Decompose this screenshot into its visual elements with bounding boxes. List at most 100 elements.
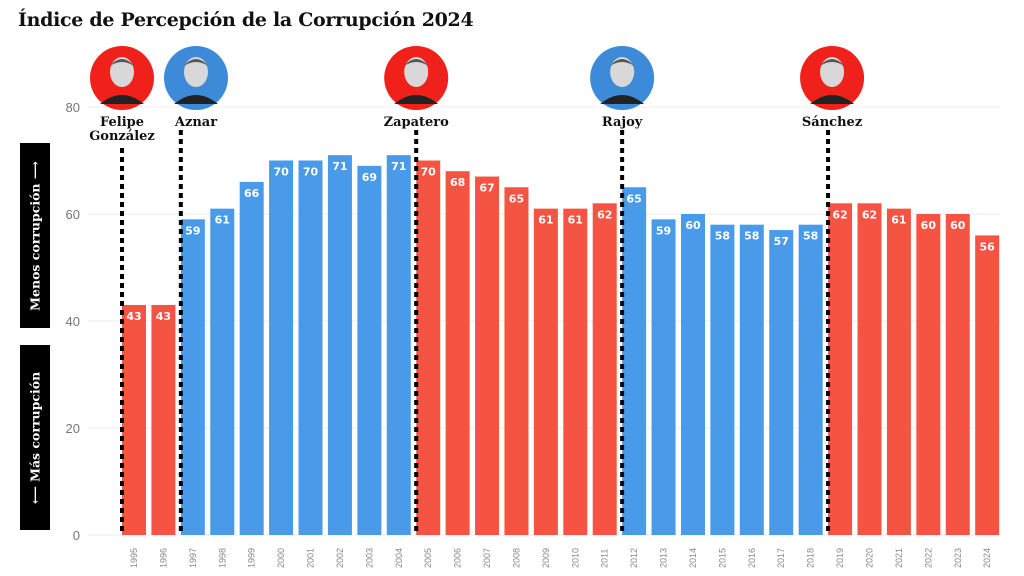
bar-2000 xyxy=(269,160,294,535)
data-label: 65 xyxy=(509,192,524,205)
data-label: 61 xyxy=(891,214,906,227)
y-tick-label: 40 xyxy=(66,314,80,329)
data-label: 61 xyxy=(215,214,230,227)
x-tick-label: 2019 xyxy=(835,548,845,568)
bar-2013 xyxy=(651,219,676,535)
data-label: 70 xyxy=(273,166,289,179)
shoulders-icon xyxy=(394,95,439,104)
x-tick-label: 1999 xyxy=(247,548,257,568)
bar-2002 xyxy=(327,155,352,535)
bar-2010 xyxy=(563,208,588,535)
data-label: 68 xyxy=(450,176,465,189)
bar-2009 xyxy=(533,208,558,535)
leader-name: Rajoy xyxy=(602,115,643,130)
data-label: 59 xyxy=(185,224,200,237)
bar-2004 xyxy=(386,155,411,535)
chart-title: Índice de Percepción de la Corrupción 20… xyxy=(18,9,474,31)
x-tick-label: 2003 xyxy=(364,548,374,568)
data-label: 43 xyxy=(126,310,141,323)
data-label: 56 xyxy=(980,240,996,253)
x-tick-label: 2000 xyxy=(276,548,286,568)
bar-2016 xyxy=(739,224,764,535)
x-tick-label: 2001 xyxy=(306,548,316,568)
x-tick-label: 1998 xyxy=(217,548,227,568)
x-tick-label: 2014 xyxy=(688,548,698,568)
x-tick-label: 2007 xyxy=(482,548,492,568)
data-label: 70 xyxy=(303,166,319,179)
x-tick-label: 2020 xyxy=(865,548,875,568)
face-icon xyxy=(820,57,845,87)
bar-2003 xyxy=(357,165,382,535)
data-label: 61 xyxy=(538,214,553,227)
y-tick-label: 60 xyxy=(66,207,80,222)
data-label: 69 xyxy=(362,171,377,184)
x-tick-label: 2016 xyxy=(747,548,757,568)
leader-name: Zapatero xyxy=(384,115,450,130)
bar-1997 xyxy=(180,219,205,535)
shoulders-icon xyxy=(100,95,144,104)
data-label: 62 xyxy=(597,208,612,221)
bar-2015 xyxy=(710,224,735,535)
x-tick-label: 2008 xyxy=(511,548,521,568)
bar-1999 xyxy=(239,181,264,535)
bar-2011 xyxy=(592,203,617,536)
leader-name: González xyxy=(89,129,155,144)
face-icon xyxy=(610,57,635,87)
data-label: 62 xyxy=(832,208,847,221)
x-tick-label: 2015 xyxy=(717,548,727,568)
shoulders-icon xyxy=(810,95,855,104)
hair-icon xyxy=(184,59,208,66)
hair-icon xyxy=(820,59,845,66)
data-label: 66 xyxy=(244,187,260,200)
data-label: 60 xyxy=(685,219,701,232)
x-tick-label: 2011 xyxy=(600,549,610,568)
y-tick-label: 80 xyxy=(66,100,80,115)
bar-2006 xyxy=(445,171,470,535)
shoulders-icon xyxy=(600,95,645,104)
x-tick-label: 2010 xyxy=(570,548,580,568)
leader-name: Felipe xyxy=(100,115,144,130)
data-label: 58 xyxy=(715,230,730,243)
x-tick-label: 2021 xyxy=(894,548,904,568)
bar-2021 xyxy=(886,208,911,535)
data-label: 71 xyxy=(391,160,406,173)
x-tick-label: 2012 xyxy=(629,548,639,568)
x-tick-label: 1995 xyxy=(129,548,139,568)
bar-2024 xyxy=(975,235,1000,535)
data-label: 70 xyxy=(421,166,437,179)
bar-2012 xyxy=(622,187,647,535)
data-label: 58 xyxy=(803,230,818,243)
hair-icon xyxy=(610,59,635,66)
bar-2020 xyxy=(857,203,882,536)
x-tick-label: 2024 xyxy=(982,548,992,568)
bar-2007 xyxy=(475,176,500,536)
x-tick-label: 2004 xyxy=(394,548,404,568)
bar-2005 xyxy=(416,160,441,535)
face-icon xyxy=(404,57,429,87)
data-label: 71 xyxy=(332,160,347,173)
data-label: 62 xyxy=(862,208,877,221)
hair-icon xyxy=(404,59,429,66)
bar-1998 xyxy=(210,208,235,535)
x-tick-label: 2009 xyxy=(541,548,551,568)
bar-2022 xyxy=(916,214,941,535)
hair-icon xyxy=(110,59,134,66)
shoulders-icon xyxy=(174,95,218,104)
leader-name: Sánchez xyxy=(802,115,862,130)
x-tick-label: 1996 xyxy=(158,548,168,568)
x-tick-label: 2013 xyxy=(659,548,669,568)
data-label: 43 xyxy=(156,310,171,323)
face-icon xyxy=(110,57,134,87)
data-label: 61 xyxy=(568,214,583,227)
data-label: 60 xyxy=(921,219,937,232)
bar-2014 xyxy=(680,214,705,535)
x-tick-label: 2002 xyxy=(335,548,345,568)
x-tick-label: 2017 xyxy=(776,548,786,568)
data-label: 58 xyxy=(744,230,759,243)
bar-2018 xyxy=(798,224,823,535)
x-tick-label: 2022 xyxy=(923,548,933,568)
data-label: 60 xyxy=(950,219,966,232)
bar-2017 xyxy=(769,230,794,536)
y-tick-label: 0 xyxy=(73,528,80,543)
